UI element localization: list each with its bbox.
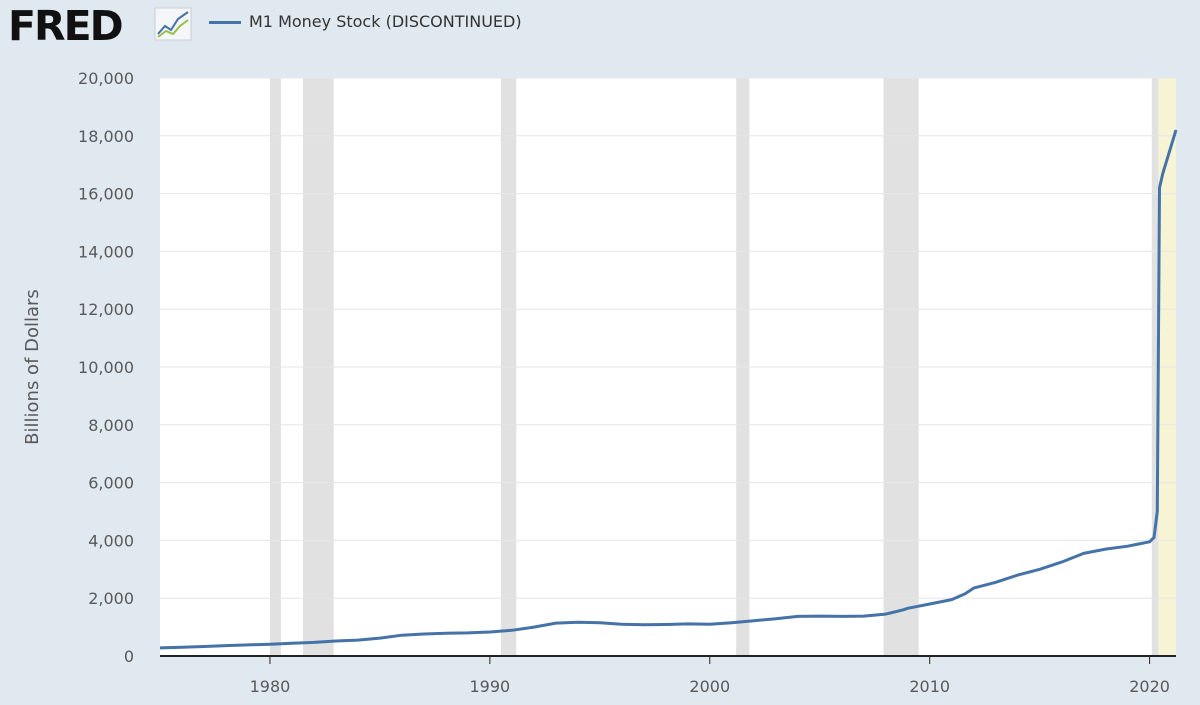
y-tick-label: 16,000 xyxy=(78,185,134,204)
x-tick-label: 1980 xyxy=(250,677,291,696)
x-axis-ticks: 1980 1990 2000 2010 2020 xyxy=(250,656,1170,696)
chart-header: FRED M1 Money Stock (DISCONTINUED) xyxy=(0,0,1200,58)
y-tick-label: 12,000 xyxy=(78,300,134,319)
x-tick-label: 2010 xyxy=(909,677,950,696)
y-tick-label: 2,000 xyxy=(88,589,134,608)
line-chart-icon xyxy=(154,7,192,41)
y-tick-label: 20,000 xyxy=(78,69,134,88)
gridlines xyxy=(160,77,1176,599)
fred-logo[interactable]: FRED xyxy=(8,2,124,50)
legend-series-swatch xyxy=(209,21,241,24)
y-axis-ticks: 0 2,000 4,000 6,000 8,000 10,000 12,000 14,000 1… xyxy=(78,69,134,666)
y-tick-label: 18,000 xyxy=(78,127,134,146)
y-tick-label: 6,000 xyxy=(88,474,134,493)
y-tick-label: 4,000 xyxy=(88,531,134,550)
y-tick-label: 14,000 xyxy=(78,242,134,261)
series-line-0[interactable] xyxy=(159,129,1178,650)
y-tick-label: 8,000 xyxy=(88,416,134,435)
series-layer xyxy=(159,129,1178,650)
x-tick-label: 2000 xyxy=(689,677,730,696)
x-tick-label: 2020 xyxy=(1129,677,1170,696)
y-axis-title: Billions of Dollars xyxy=(22,289,43,445)
legend-series-label[interactable]: M1 Money Stock (DISCONTINUED) xyxy=(249,12,522,31)
x-tick-label: 1990 xyxy=(470,677,511,696)
y-tick-label: 10,000 xyxy=(78,358,134,377)
y-tick-label: 0 xyxy=(124,647,134,666)
